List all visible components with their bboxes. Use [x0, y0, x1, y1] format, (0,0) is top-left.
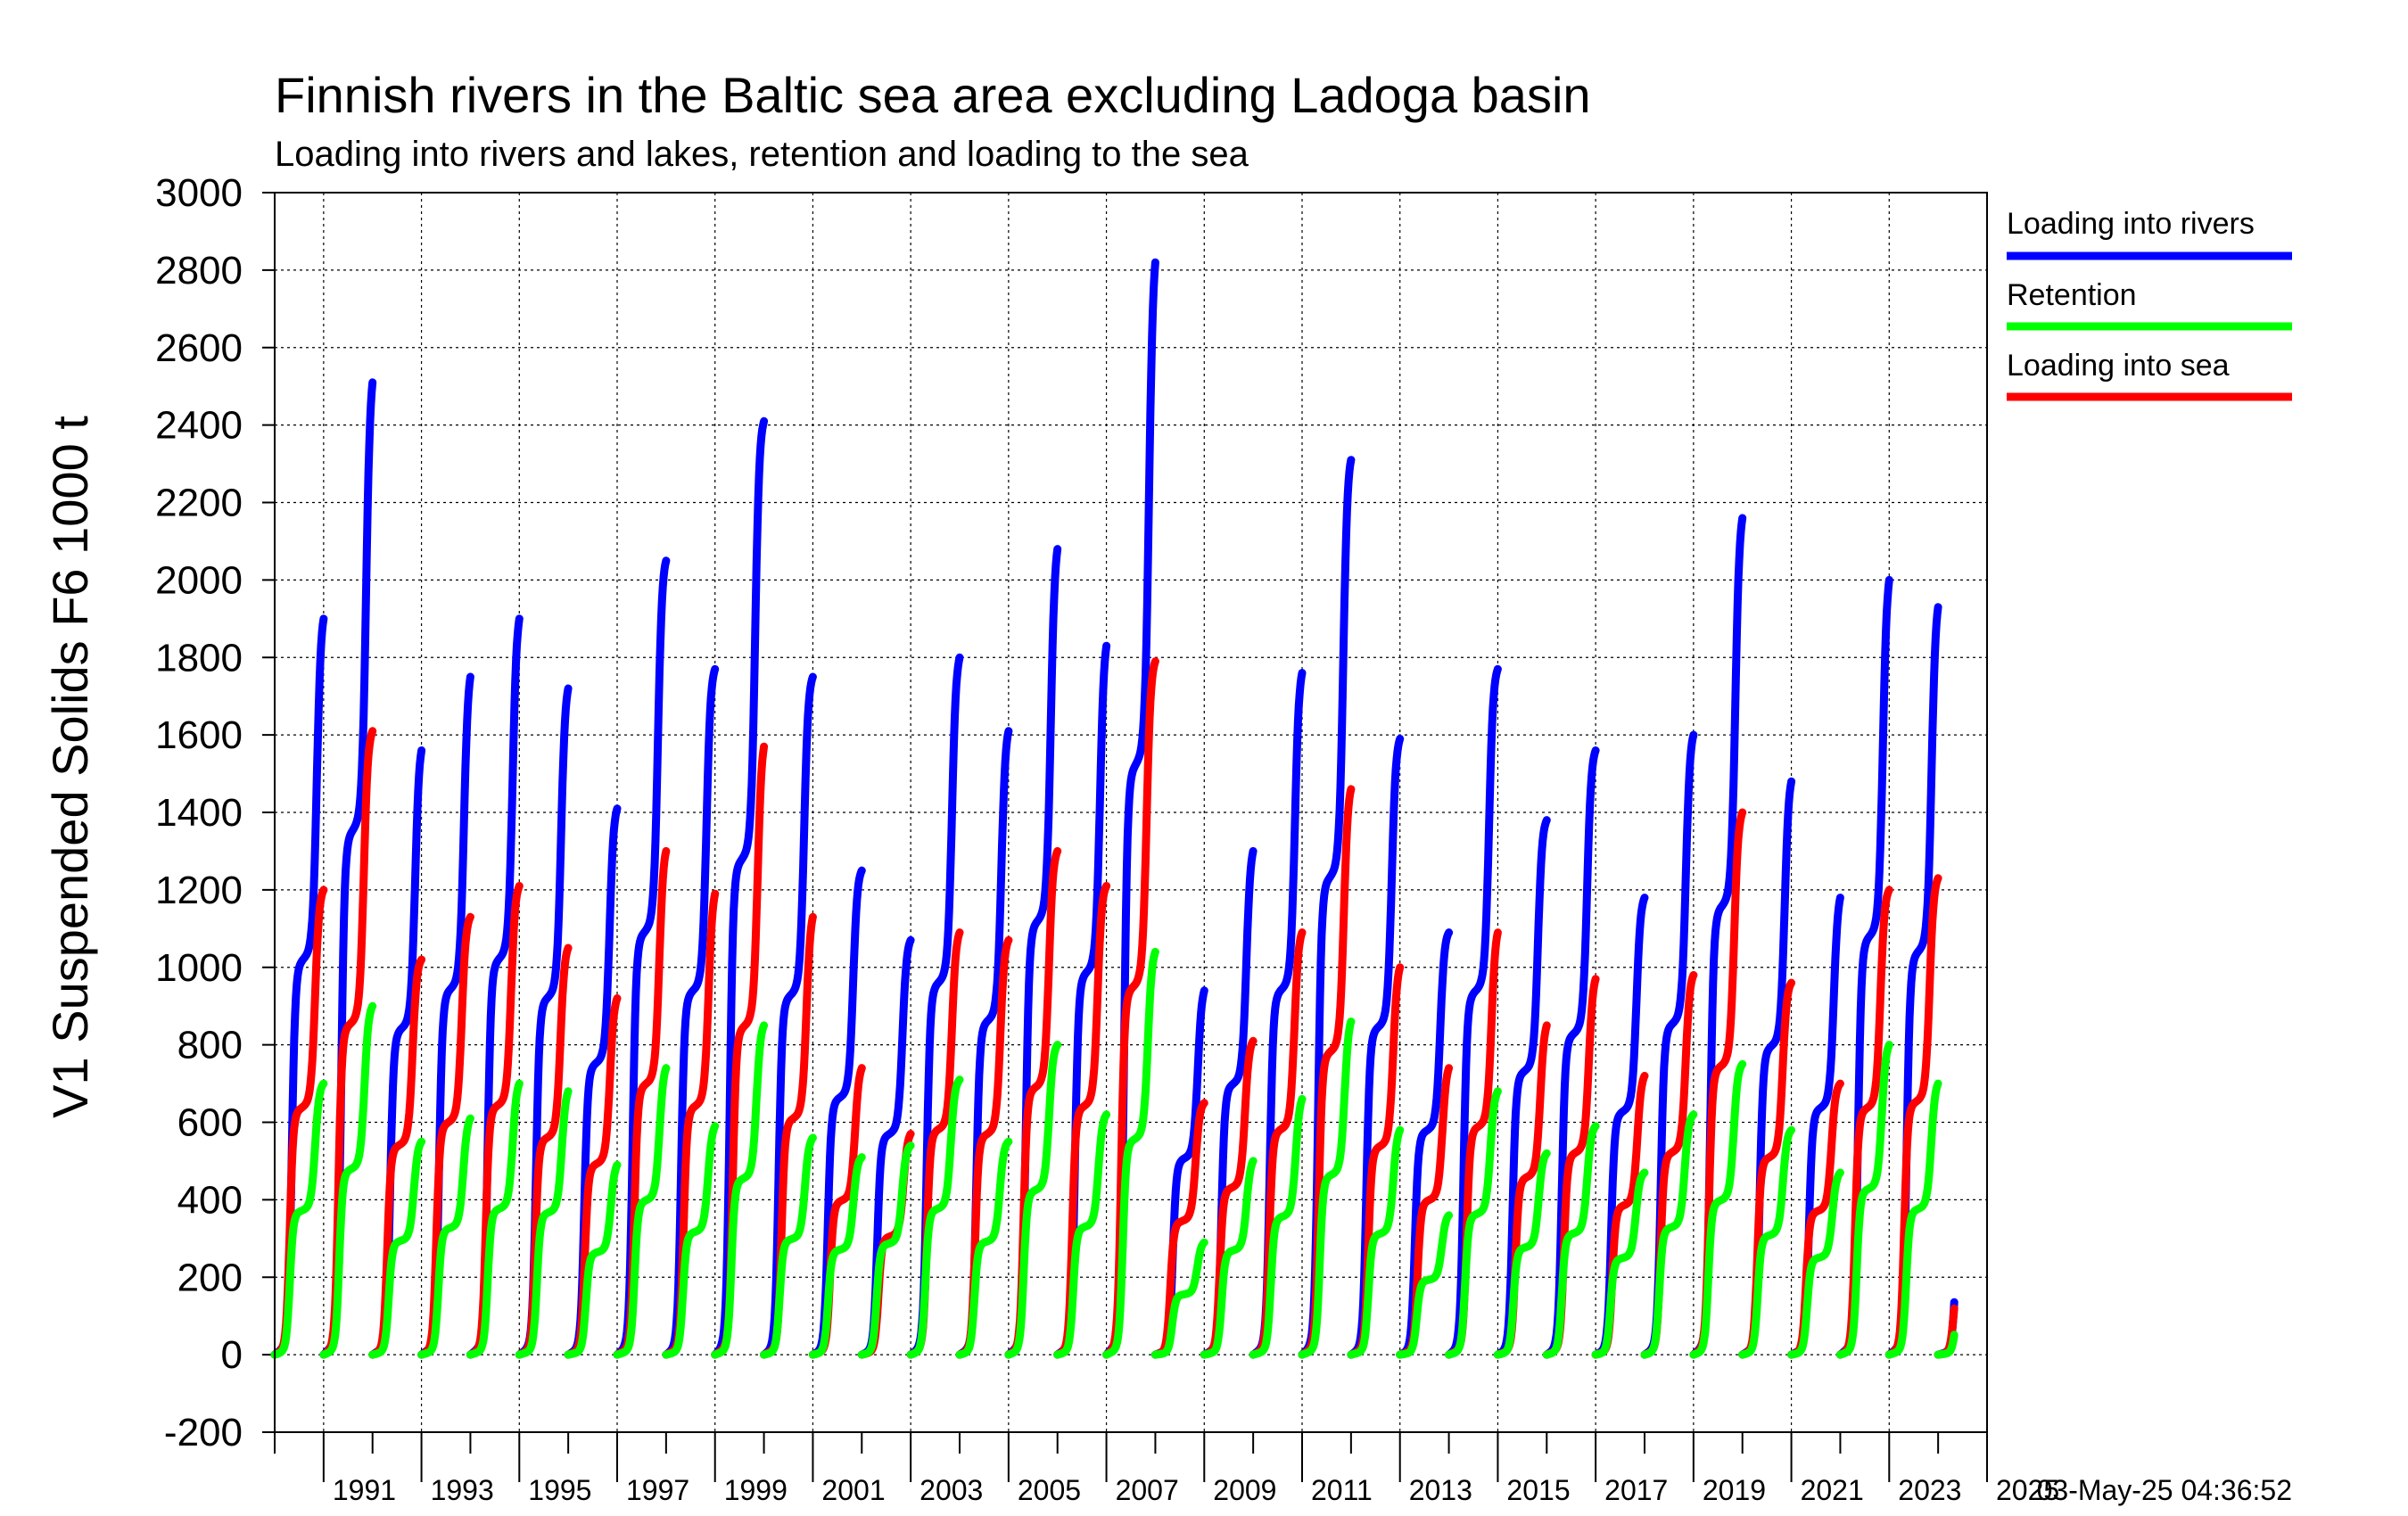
series-line-retention	[1249, 1094, 1307, 1359]
series-line-retention	[1640, 1110, 1698, 1359]
x-tick-label: 2021	[1801, 1474, 1864, 1506]
series-line-retention	[1150, 1238, 1208, 1359]
chart-title: Finnish rivers in the Baltic sea area ex…	[275, 67, 1591, 123]
series-line-retention	[1200, 1157, 1258, 1359]
series-line-loading-into-sea	[662, 889, 720, 1359]
x-tick-label: 1997	[626, 1474, 689, 1506]
x-tick-label: 2015	[1506, 1474, 1570, 1506]
y-tick-label: 1600	[155, 713, 243, 757]
y-tick-label: 0	[221, 1333, 243, 1377]
legend: Loading into rivers Retention Loading in…	[2007, 207, 2292, 401]
series-line-loading-into-sea	[760, 912, 817, 1359]
series-line-retention	[1835, 1041, 1893, 1359]
x-tick-label: 2001	[821, 1474, 885, 1506]
x-tick-label: 1999	[724, 1474, 788, 1506]
y-tick-label: 1400	[155, 791, 243, 835]
series-line-retention	[1053, 1110, 1111, 1359]
chart-subtitle: Loading into rivers and lakes, retention…	[275, 135, 1249, 174]
x-tick-label: 1995	[528, 1474, 591, 1506]
y-axis-label: V1 Suspended Solids F6 1000 t	[42, 416, 98, 1118]
plot-frame	[274, 192, 1988, 1433]
x-tick-label: 2023	[1898, 1474, 1961, 1506]
series-line-retention	[1689, 1059, 1747, 1359]
series-line-retention	[1884, 1079, 1942, 1359]
series-line-retention	[662, 1122, 720, 1359]
y-tick-label: 600	[177, 1101, 243, 1145]
series-line-retention	[368, 1137, 426, 1359]
series-line-retention	[1445, 1087, 1502, 1359]
timestamp: 03-May-25 04:36:52	[2037, 1474, 2292, 1506]
y-tick-label: 1200	[155, 869, 243, 912]
y-tick-label: 2400	[155, 404, 243, 448]
legend-label-rivers: Loading into rivers	[2007, 207, 2255, 241]
x-tick-label: 1993	[431, 1474, 494, 1506]
x-tick-label: 2011	[1311, 1474, 1373, 1506]
series-line-loading-into-sea	[1053, 882, 1111, 1359]
series-line-loading-into-sea	[564, 994, 622, 1359]
series-line-retention	[270, 1079, 328, 1359]
series-line-retention	[1542, 1122, 1600, 1359]
series-line-retention	[1004, 1041, 1062, 1359]
series-line-retention	[1102, 947, 1159, 1359]
series-line-retention	[1347, 1125, 1405, 1359]
x-tick-label: 2019	[1703, 1474, 1766, 1506]
x-tick-label: 2003	[919, 1474, 983, 1506]
series-line-retention	[906, 1075, 964, 1359]
series-line-retention	[760, 1133, 817, 1359]
series-line-loading-into-sea	[1150, 1099, 1208, 1359]
plot-area	[270, 258, 1959, 1359]
grid-lines	[275, 193, 1987, 1432]
series-line-retention	[319, 1001, 377, 1359]
y-tick-label: 1000	[155, 946, 243, 990]
y-tick-label: 3000	[155, 171, 243, 215]
series-line-retention	[1396, 1211, 1454, 1359]
series-line-loading-into-sea	[1396, 1064, 1454, 1359]
y-tick-labels: -200 0 200 400 600 800 1000 1200 1400 1600 1800 200…	[155, 171, 275, 1454]
legend-label-sea: Loading into sea	[2007, 349, 2230, 383]
series-line-retention	[955, 1137, 1013, 1359]
x-tick-label: 1991	[333, 1474, 396, 1506]
series-line-retention	[613, 1064, 671, 1359]
series-line-retention	[711, 1021, 769, 1359]
x-tick-label: 2017	[1604, 1474, 1668, 1506]
series-line-retention	[1787, 1168, 1844, 1359]
x-tick-label: 2025	[1996, 1474, 2059, 1506]
y-tick-label: 2800	[155, 249, 243, 292]
y-tick-label: 800	[177, 1024, 243, 1067]
x-tick-label: 2009	[1213, 1474, 1276, 1506]
legend-label-retention: Retention	[2007, 278, 2137, 312]
y-tick-label: 2000	[155, 558, 243, 602]
series-line-retention	[1298, 1018, 1356, 1359]
series-line-retention	[1738, 1125, 1796, 1359]
x-tick-labels: 1991 1993 1995 1997 1999 2001 2003 2005 2007 2009…	[274, 1432, 2059, 1506]
x-tick-label: 2007	[1116, 1474, 1179, 1506]
series-line-retention	[466, 1079, 524, 1359]
y-tick-label: 400	[177, 1178, 243, 1222]
y-tick-label: 1800	[155, 636, 243, 680]
y-tick-label: 200	[177, 1256, 243, 1299]
series-line-retention	[808, 1153, 866, 1359]
series-line-retention	[1493, 1149, 1551, 1359]
series-line-retention	[1934, 1331, 1959, 1359]
y-tick-label: 2600	[155, 326, 243, 370]
x-tick-label: 2013	[1409, 1474, 1472, 1506]
series-line-retention	[564, 1160, 622, 1359]
series-line-retention	[1591, 1168, 1649, 1359]
y-tick-label: -200	[164, 1411, 243, 1454]
y-tick-label: 2200	[155, 482, 243, 525]
series-line-retention	[857, 1141, 915, 1359]
x-tick-label: 2005	[1018, 1474, 1081, 1506]
series-line-retention	[515, 1087, 573, 1359]
series-line-retention	[417, 1114, 474, 1359]
